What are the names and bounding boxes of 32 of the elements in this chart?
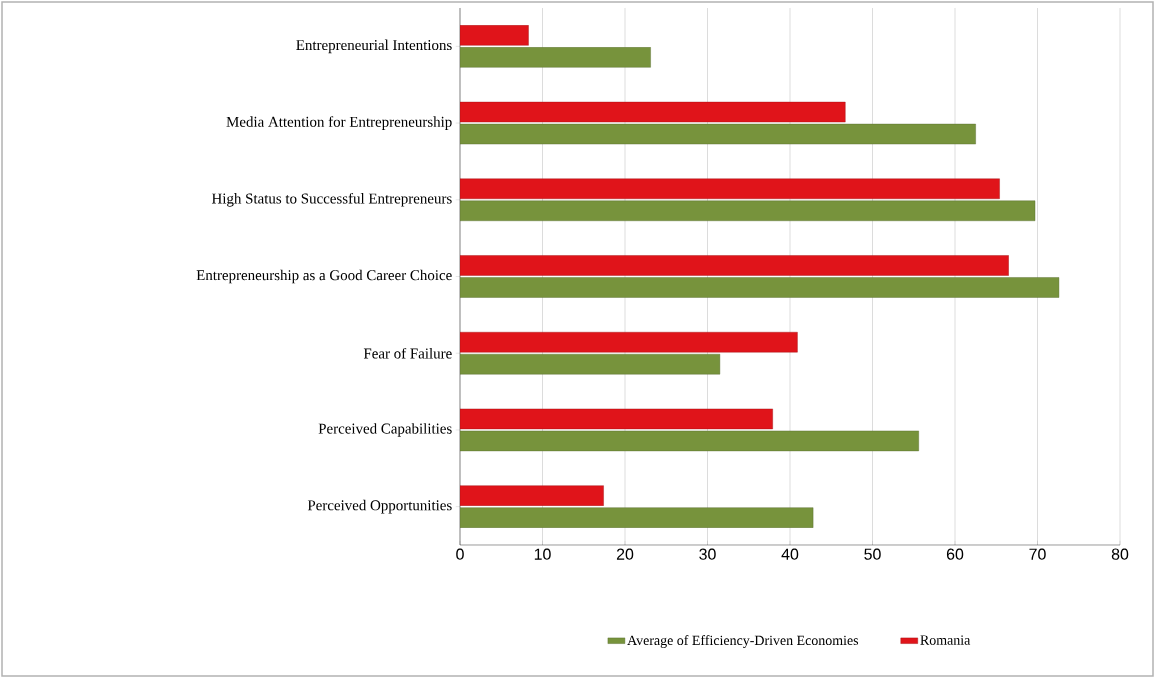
y-tick-label: High Status to Successful Entrepreneurs <box>211 192 452 207</box>
bar <box>460 178 1000 199</box>
bar <box>460 255 1009 276</box>
x-tick-label: 80 <box>1111 548 1129 560</box>
x-tick-label: 40 <box>781 548 799 560</box>
legend-label: Average of Efficiency-Driven Economies <box>627 635 859 648</box>
bar <box>460 507 814 528</box>
x-tick-label: 20 <box>616 548 634 560</box>
x-tick-label: 30 <box>699 548 716 560</box>
bar <box>460 485 604 506</box>
x-tick-label: 10 <box>534 548 551 560</box>
bar <box>460 101 846 123</box>
y-tick-label: Entrepreneurial Intentions <box>296 39 452 54</box>
legend-label: Romania <box>920 635 971 645</box>
bar <box>460 408 773 430</box>
bar <box>460 354 721 375</box>
y-tick-label: Media Attention for Entrepreneurship <box>226 116 452 130</box>
bar <box>460 277 1060 298</box>
bar <box>460 430 919 452</box>
x-tick-label: 70 <box>1029 548 1046 560</box>
bar <box>460 332 798 353</box>
y-tick-label: Fear of Failure <box>363 347 452 359</box>
y-tick-label: Perceived Opportunities <box>307 499 452 514</box>
bar <box>460 25 529 46</box>
y-tick-label: Entrepreneurship as a Good Career Choice <box>196 269 452 284</box>
bar <box>460 47 651 68</box>
x-tick-label: 0 <box>456 548 464 560</box>
x-tick-label: 50 <box>864 548 881 560</box>
x-tick-label: 60 <box>946 548 964 560</box>
bar <box>460 200 1036 221</box>
bar <box>460 123 976 145</box>
y-tick-label: Perceived Capabilities <box>318 423 452 437</box>
